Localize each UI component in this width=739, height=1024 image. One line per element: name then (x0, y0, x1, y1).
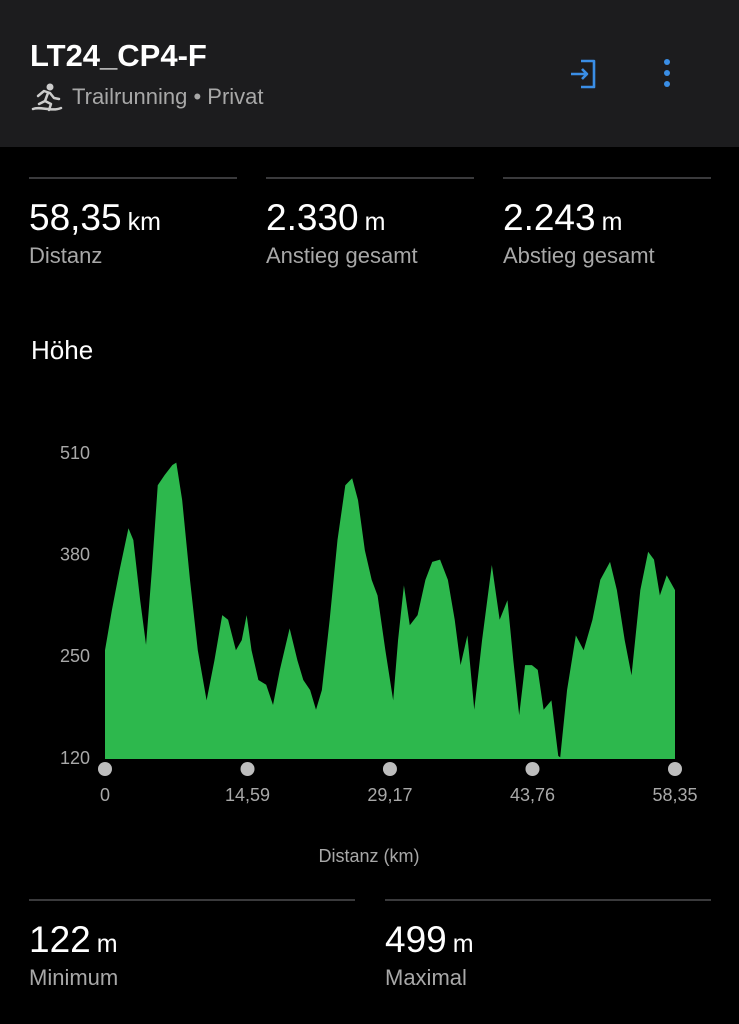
activity-title: LT24_CP4-F (30, 38, 207, 73)
stat: 2.330 m Anstieg gesamt (266, 177, 474, 279)
stat-label: Anstieg gesamt (266, 243, 418, 268)
stat: 122 m Minimum (29, 899, 355, 1001)
x-tick (382, 762, 397, 776)
stat: 58,35 km Distanz (29, 177, 237, 279)
stat-unit: km (127, 208, 161, 236)
x-tick-label: 58,35 (652, 785, 697, 805)
stat-unit: m (601, 208, 623, 236)
stat-value: 499 (385, 919, 447, 960)
stat-label: Minimum (29, 965, 119, 990)
x-tick (98, 762, 112, 776)
stat: 2.243 m Abstieg gesamt (503, 177, 711, 279)
header: LT24_CP4-F Trailrunning • Privat (0, 0, 739, 147)
x-tick (525, 762, 540, 776)
more-button[interactable] (660, 58, 674, 90)
x-tick (240, 762, 255, 776)
stat-value: 58,35 (29, 197, 122, 238)
elevation-chart: Höhe Distanz (km) 120 250 380 510 0 14,59 29,1… (31, 335, 698, 866)
activity-subtitle: Trailrunning • Privat (72, 84, 264, 109)
stat-value: 2.243 (503, 197, 596, 238)
x-tick (668, 762, 682, 776)
stat-label: Distanz (29, 243, 103, 268)
y-tick-label: 510 (60, 443, 90, 463)
stat-unit: m (452, 930, 474, 958)
stat-unit: m (364, 208, 386, 236)
x-tick-label: 0 (100, 785, 110, 805)
stat-label: Maximal (385, 965, 467, 990)
x-tick-label: 14,59 (225, 785, 270, 805)
run-icon (31, 83, 63, 112)
y-tick-label: 250 (60, 646, 90, 666)
x-axis-title: Distanz (km) (318, 846, 419, 866)
x-tick-label: 29,17 (367, 785, 412, 805)
chart-title: Höhe (31, 335, 93, 365)
stat-unit: m (96, 930, 118, 958)
elevation-area (105, 462, 675, 759)
stat-label: Abstieg gesamt (503, 243, 655, 268)
x-tick-label: 43,76 (510, 785, 555, 805)
stat-value: 122 (29, 919, 91, 960)
export-button[interactable] (568, 58, 600, 90)
stat-value: 2.330 (266, 197, 359, 238)
stat: 499 m Maximal (385, 899, 711, 1001)
y-tick-label: 380 (60, 544, 90, 564)
y-tick-label: 120 (60, 748, 90, 768)
